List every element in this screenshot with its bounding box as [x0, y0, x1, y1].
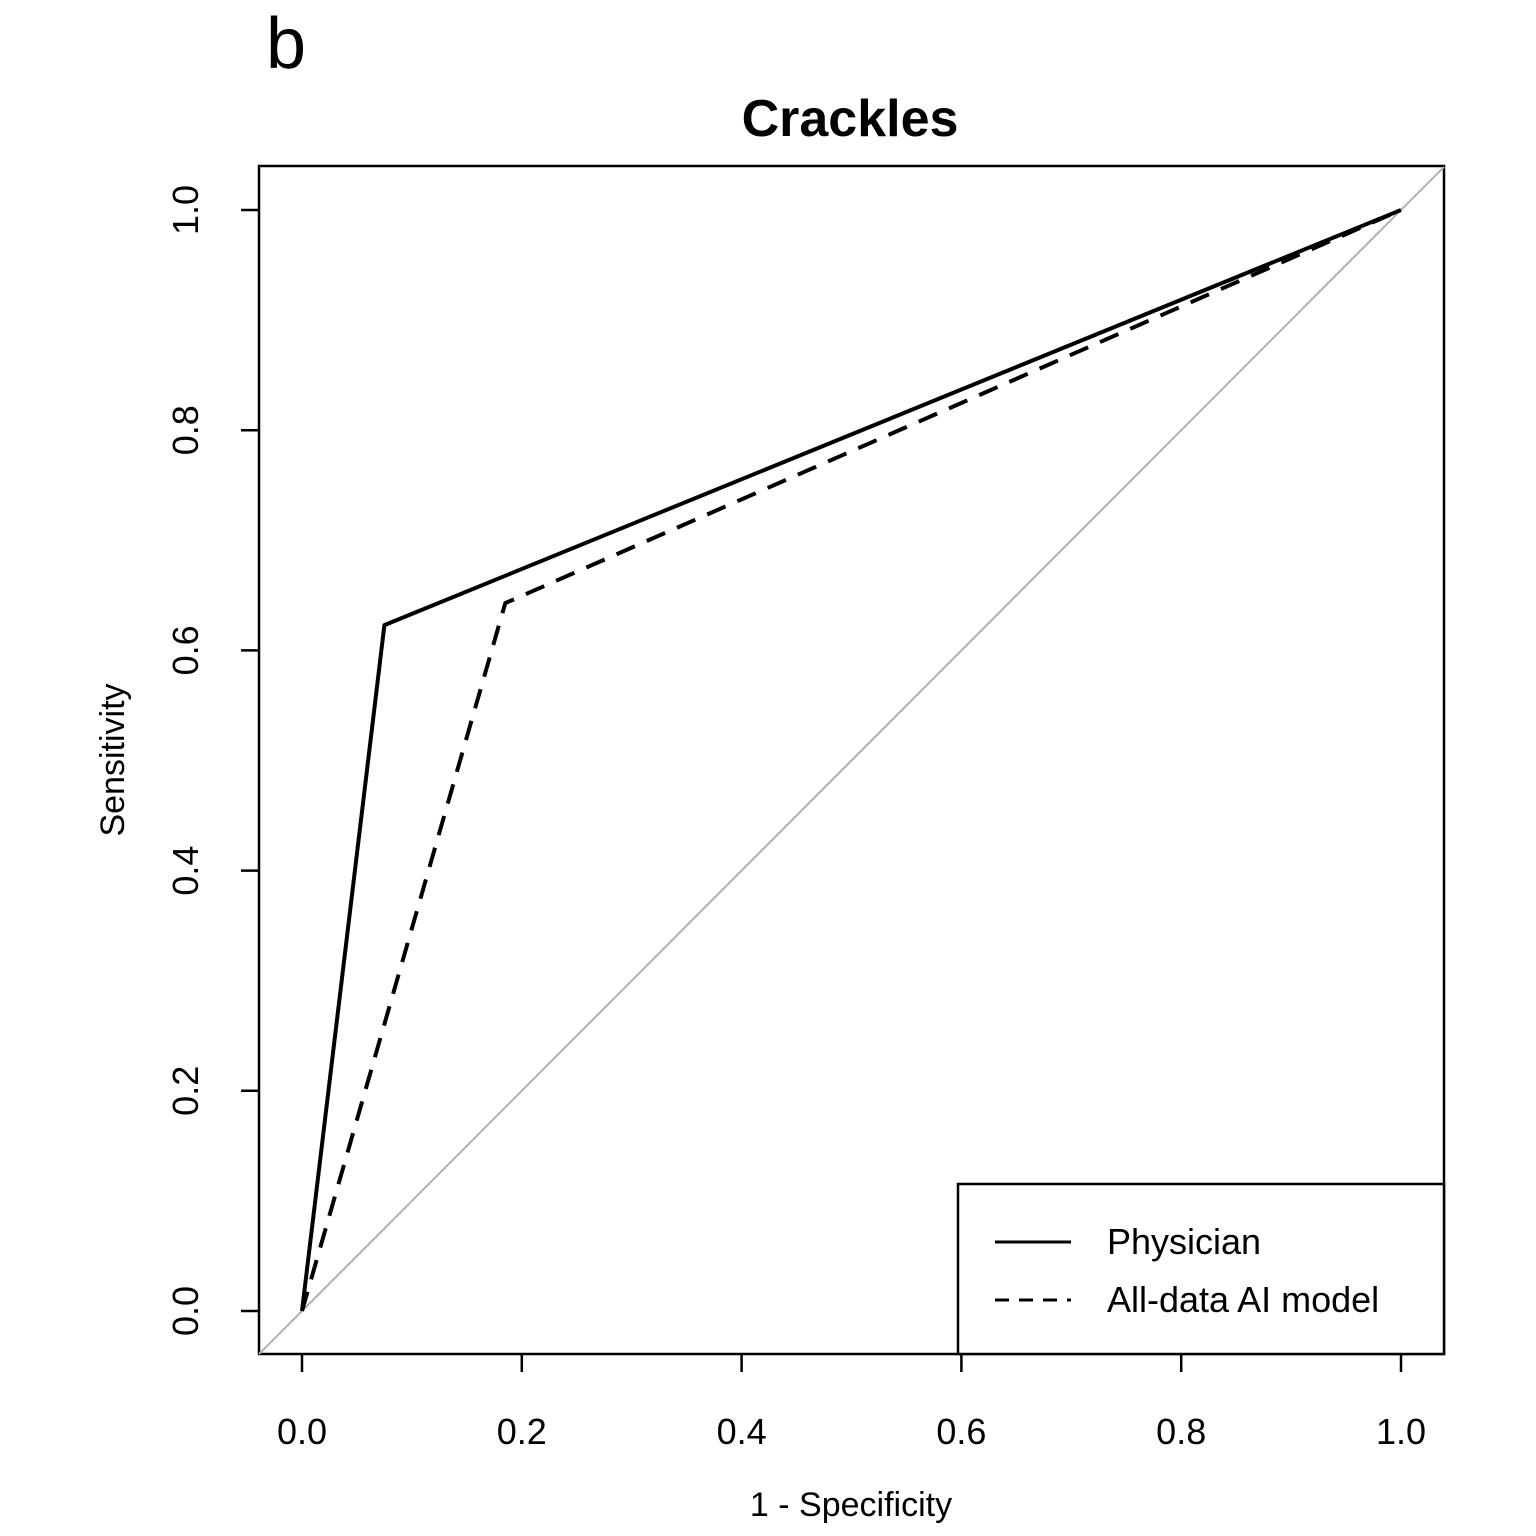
series-line-physician — [300, 208, 1402, 1312]
x-tick-label: 0.6 — [936, 1411, 986, 1452]
legend-label-physician: Physician — [1107, 1221, 1261, 1262]
y-tick-label: 0.8 — [165, 405, 206, 455]
panel-letter: b — [266, 4, 306, 84]
y-tick-label: 1.0 — [165, 185, 206, 235]
legend-label-all-data-ai-model: All-data AI model — [1107, 1279, 1379, 1320]
x-tick-label: 0.2 — [497, 1411, 547, 1452]
x-axis: 0.0 0.2 0.4 0.6 0.8 1.0 — [277, 1354, 1426, 1452]
y-tick-label: 0.6 — [165, 625, 206, 675]
series-line-all-data-ai-model — [300, 208, 1402, 1312]
y-axis: 0.0 0.2 0.4 0.6 0.8 1.0 — [165, 185, 259, 1336]
y-tick-label: 0.4 — [165, 846, 206, 896]
plot-area — [257, 164, 1446, 1356]
y-axis-label: Sensitivity — [94, 683, 132, 836]
x-tick-label: 1.0 — [1376, 1411, 1426, 1452]
series-layer — [300, 208, 1402, 1312]
y-tick-label: 0.2 — [165, 1066, 206, 1116]
reference-layer — [258, 166, 1445, 1355]
legend: Physician All-data AI model — [956, 1182, 1446, 1356]
plot-frame — [257, 164, 1446, 1356]
x-tick-label: 0.4 — [717, 1411, 767, 1452]
chart-title: Crackles — [742, 90, 959, 148]
legend-items: Physician All-data AI model — [995, 1221, 1379, 1320]
x-axis-label: 1 - Specificity — [750, 1486, 952, 1524]
reference-diagonal-line — [258, 166, 1445, 1355]
x-tick-label: 0.8 — [1156, 1411, 1206, 1452]
y-tick-label: 0.0 — [165, 1286, 206, 1336]
legend-box — [956, 1182, 1446, 1356]
x-tick-label: 0.0 — [277, 1411, 327, 1452]
